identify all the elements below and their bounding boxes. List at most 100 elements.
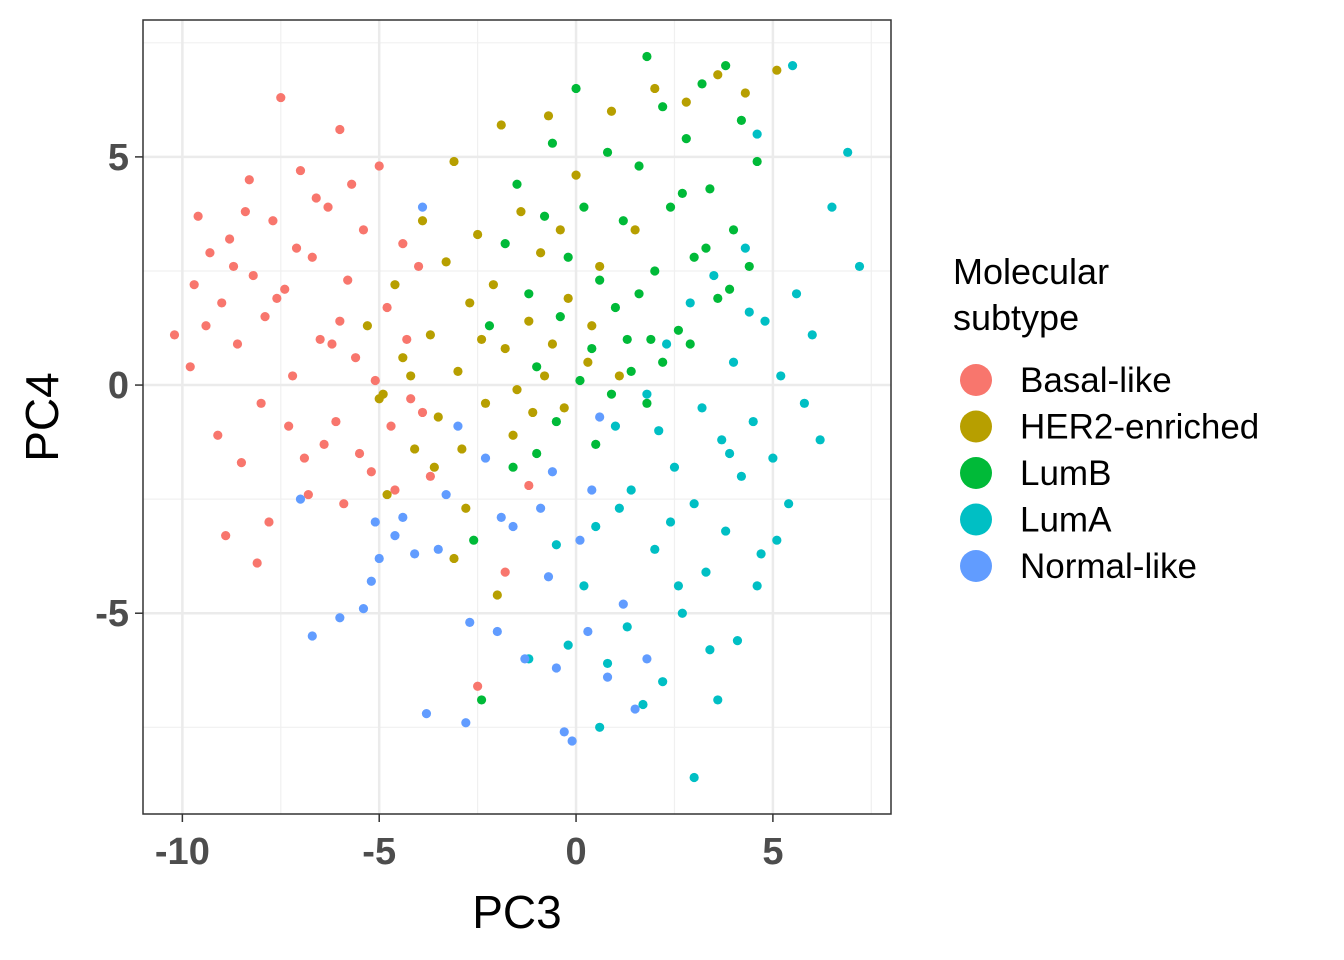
data-point bbox=[512, 385, 522, 395]
data-point bbox=[740, 88, 750, 98]
data-point bbox=[366, 576, 376, 586]
data-point bbox=[295, 165, 306, 176]
data-point bbox=[768, 453, 778, 463]
data-point bbox=[705, 645, 715, 655]
data-point bbox=[347, 179, 357, 189]
data-point bbox=[736, 471, 747, 481]
data-point bbox=[752, 156, 762, 167]
data-point bbox=[784, 499, 794, 509]
data-point bbox=[488, 280, 498, 290]
y-axis-ticks: -5 0 5 bbox=[95, 137, 143, 635]
data-point bbox=[244, 175, 254, 185]
data-point bbox=[630, 704, 640, 714]
data-point bbox=[228, 261, 239, 272]
legend-key bbox=[960, 503, 992, 536]
data-point bbox=[536, 248, 546, 258]
data-point bbox=[697, 79, 707, 89]
data-point bbox=[307, 252, 317, 262]
data-point bbox=[854, 261, 865, 272]
series-lumb bbox=[469, 51, 762, 705]
legend-label: LumA bbox=[1020, 501, 1112, 540]
data-point bbox=[508, 430, 518, 440]
data-point bbox=[453, 366, 463, 376]
data-point bbox=[480, 453, 491, 463]
data-point bbox=[520, 654, 530, 664]
legend-key bbox=[960, 410, 992, 443]
data-point bbox=[449, 553, 459, 564]
plot-panel-border bbox=[142, 19, 892, 815]
data-point bbox=[772, 65, 782, 75]
data-point bbox=[665, 517, 676, 527]
data-point bbox=[335, 124, 345, 135]
data-point bbox=[677, 608, 687, 618]
legend-key bbox=[960, 364, 992, 396]
data-point bbox=[658, 357, 668, 367]
data-point bbox=[732, 635, 743, 646]
data-point bbox=[480, 398, 491, 408]
data-point bbox=[642, 51, 652, 62]
data-point bbox=[677, 188, 687, 199]
data-point bbox=[583, 357, 593, 367]
data-point bbox=[473, 229, 483, 240]
data-point bbox=[791, 289, 802, 299]
data-point bbox=[776, 371, 786, 381]
data-point bbox=[543, 111, 554, 121]
data-point bbox=[528, 407, 538, 418]
legend-label: Basal-like bbox=[1020, 361, 1172, 400]
legend-item: Normal-like bbox=[960, 547, 1197, 586]
data-point bbox=[406, 394, 416, 404]
data-point bbox=[591, 439, 601, 449]
data-point bbox=[327, 339, 337, 349]
data-point bbox=[402, 334, 412, 345]
data-point bbox=[567, 736, 577, 746]
series-luma bbox=[524, 61, 865, 783]
data-point bbox=[413, 261, 424, 272]
data-point bbox=[681, 97, 691, 107]
data-point bbox=[354, 448, 365, 459]
data-point bbox=[236, 458, 247, 468]
data-point bbox=[205, 248, 215, 258]
data-point bbox=[449, 156, 459, 167]
legend-label: HER2-enriched bbox=[1020, 408, 1259, 447]
data-point bbox=[386, 421, 396, 431]
data-point bbox=[736, 115, 747, 125]
data-point bbox=[721, 526, 731, 536]
data-point bbox=[331, 416, 341, 427]
data-point bbox=[500, 343, 510, 354]
data-point bbox=[583, 626, 593, 637]
data-point bbox=[681, 134, 691, 144]
data-point bbox=[563, 640, 573, 650]
data-point bbox=[618, 599, 628, 609]
legend-label: Normal-like bbox=[1020, 547, 1197, 586]
data-point bbox=[551, 540, 561, 550]
data-point bbox=[425, 471, 435, 481]
series-her2-enriched bbox=[362, 65, 782, 600]
legend-item: HER2-enriched bbox=[960, 408, 1259, 447]
data-point bbox=[705, 184, 715, 194]
data-point bbox=[606, 106, 617, 116]
data-point bbox=[642, 389, 652, 399]
legend-key bbox=[960, 550, 992, 582]
data-point bbox=[252, 558, 262, 568]
data-point bbox=[579, 202, 589, 212]
data-point bbox=[217, 298, 227, 308]
data-point bbox=[433, 412, 443, 422]
data-point bbox=[543, 572, 554, 582]
data-point bbox=[484, 321, 495, 331]
data-point bbox=[358, 225, 369, 235]
data-point bbox=[650, 83, 660, 94]
legend-title: subtype bbox=[953, 297, 1079, 338]
data-point bbox=[374, 553, 384, 564]
data-point bbox=[390, 280, 400, 290]
data-point bbox=[417, 202, 428, 212]
legend-title: Molecular bbox=[953, 251, 1109, 292]
legend-item: LumA bbox=[960, 501, 1112, 540]
series-basal-like bbox=[169, 92, 534, 691]
data-point bbox=[701, 243, 711, 253]
data-point bbox=[787, 61, 798, 71]
data-point bbox=[650, 266, 660, 276]
data-point bbox=[225, 234, 235, 244]
data-point bbox=[713, 70, 723, 80]
data-point bbox=[532, 448, 542, 459]
data-point bbox=[559, 403, 569, 413]
